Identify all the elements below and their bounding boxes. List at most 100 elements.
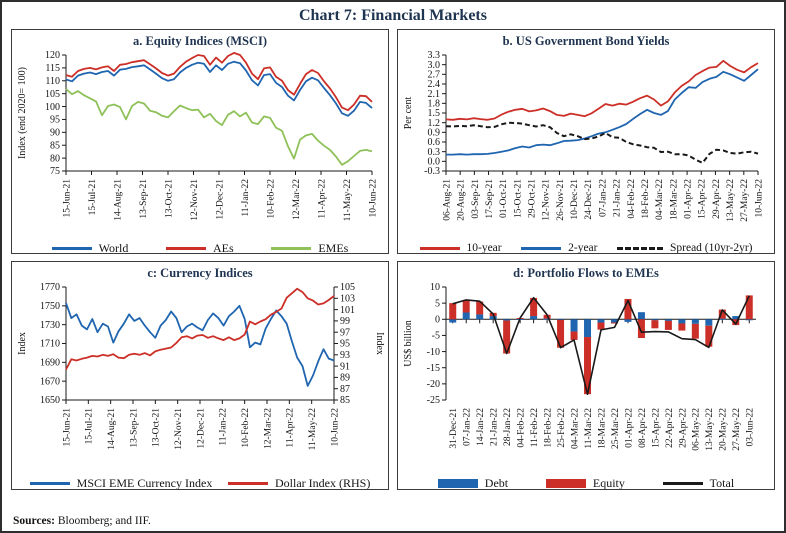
svg-text:18-Feb-22: 18-Feb-22 [543, 408, 553, 448]
panel-a-title: a. Equity Indices (MSCI) [132, 34, 268, 48]
svg-text:04-Mar-22: 04-Mar-22 [570, 408, 580, 449]
world-line-swatch [51, 246, 92, 250]
svg-text:-25: -25 [427, 395, 440, 406]
svg-text:0.6: 0.6 [428, 137, 441, 148]
bond-yields-chart: -0.30.00.30.60.91.21.51.82.12.42.73.03.3… [403, 50, 764, 222]
svg-text:Index (end 2020= 100): Index (end 2020= 100) [17, 67, 28, 159]
svg-text:1.8: 1.8 [428, 99, 441, 110]
svg-text:2.1: 2.1 [428, 89, 441, 100]
svg-text:03-Sep-21: 03-Sep-21 [471, 179, 481, 219]
spread-dash-swatch [617, 246, 663, 250]
svg-text:18-Feb-22: 18-Feb-22 [641, 179, 651, 219]
svg-text:-10: -10 [427, 347, 440, 358]
svg-text:12-Mar-22: 12-Mar-22 [292, 179, 302, 220]
svg-text:0.3: 0.3 [428, 147, 441, 158]
legend-item-dollar-index: Dollar Index (RHS) [228, 475, 371, 490]
svg-text:11-Apr-22: 11-Apr-22 [317, 179, 327, 219]
svg-text:15-Oct-21: 15-Oct-21 [513, 179, 523, 218]
panel-equity-indices: a. Equity Indices (MSCI) 75 80 85 90 95 100 10… [11, 29, 389, 254]
aes-legend-label: AEs [213, 240, 234, 254]
svg-text:1690: 1690 [40, 358, 60, 369]
svg-text:01-Oct-21: 01-Oct-21 [499, 179, 509, 218]
svg-text:12-Dec-21: 12-Dec-21 [196, 408, 206, 449]
svg-text:11-Apr-22: 11-Apr-22 [286, 408, 296, 448]
svg-text:06-May-22: 06-May-22 [692, 408, 702, 451]
svg-text:01-Apr-22: 01-Apr-22 [624, 408, 634, 448]
svg-text:-5: -5 [432, 331, 440, 342]
svg-text:1750: 1750 [40, 301, 60, 312]
svg-text:27-May-22: 27-May-22 [732, 408, 742, 451]
svg-text:08-Apr-22: 08-Apr-22 [638, 408, 648, 448]
svg-text:15-Apr-22: 15-Apr-22 [698, 179, 708, 219]
svg-text:105: 105 [45, 89, 60, 100]
sources-note: Sources: Bloomberg; and IIF. [11, 515, 775, 527]
svg-text:15-Jun-21: 15-Jun-21 [62, 179, 72, 218]
svg-text:12-Mar-22: 12-Mar-22 [263, 408, 273, 449]
panel-bond-yields: b. US Government Bond Yields -0.3 0.0 0.3 0… [397, 29, 775, 254]
svg-text:01-Apr-22: 01-Apr-22 [683, 179, 693, 219]
svg-text:110: 110 [45, 76, 60, 87]
svg-text:13-Sep-21: 13-Sep-21 [129, 408, 139, 448]
svg-text:95: 95 [50, 115, 60, 126]
svg-text:13-Oct-21: 13-Oct-21 [152, 408, 162, 447]
svg-text:20-May-22: 20-May-22 [719, 408, 729, 451]
legend-item-total: Total [662, 476, 734, 489]
svg-text:Index: Index [374, 332, 384, 355]
dollar-index-legend-label: Dollar Index (RHS) [275, 475, 371, 490]
svg-text:80: 80 [50, 153, 60, 164]
svg-text:29-Apr-22: 29-Apr-22 [712, 179, 722, 219]
equity-legend: World AEs EMEs [14, 238, 386, 254]
svg-text:1730: 1730 [40, 320, 60, 331]
svg-text:26-Nov-21: 26-Nov-21 [556, 179, 566, 221]
svg-text:15-Jun-21: 15-Jun-21 [62, 408, 72, 447]
svg-text:10-Feb-22: 10-Feb-22 [241, 408, 251, 448]
legend-item-equity: Equity [545, 475, 625, 490]
msci-eme-legend-label: MSCI EME Currency Index [76, 475, 213, 490]
currency-indices-chart: 1650 1670 1690 1710 1730 1750 1770 858789919395… [17, 282, 385, 450]
svg-text:75: 75 [50, 166, 60, 177]
total-line-swatch [662, 481, 703, 485]
legend-item-emes: EMEs [271, 240, 349, 254]
debt-legend-label: Debt [484, 475, 509, 490]
svg-text:13-Sep-21: 13-Sep-21 [139, 179, 149, 219]
svg-text:0: 0 [435, 314, 440, 325]
svg-text:03-Jun-22: 03-Jun-22 [746, 408, 756, 447]
svg-text:5: 5 [435, 298, 440, 309]
svg-text:14-Aug-21: 14-Aug-21 [113, 179, 123, 221]
svg-text:10-Jun-22: 10-Jun-22 [330, 408, 340, 447]
svg-text:11-Feb-22: 11-Feb-22 [530, 408, 540, 447]
svg-text:20-Aug-21: 20-Aug-21 [457, 179, 467, 221]
svg-text:25-Mar-22: 25-Mar-22 [611, 408, 621, 449]
svg-text:29-Apr-22: 29-Apr-22 [678, 408, 688, 448]
svg-text:93: 93 [340, 350, 350, 361]
svg-text:11-Jan-22: 11-Jan-22 [219, 408, 229, 446]
legend-item-spread: Spread (10yr-2yr) [617, 242, 752, 253]
legend-item-debt: Debt [437, 475, 509, 490]
svg-text:95: 95 [340, 339, 350, 350]
svg-text:2.7: 2.7 [428, 70, 441, 81]
panel-currency-indices: c: Currency Indices 1650 1670 1690 1710 1730… [11, 261, 389, 490]
svg-text:28-Jan-22: 28-Jan-22 [503, 408, 513, 446]
svg-text:0.0: 0.0 [428, 157, 441, 168]
svg-text:12-Dec-21: 12-Dec-21 [215, 179, 225, 220]
emes-legend-label: EMEs [318, 240, 349, 254]
two-year-legend-label: 2-year [568, 242, 598, 254]
equity-legend-label: Equity [592, 475, 625, 490]
world-legend-label: World [98, 240, 129, 254]
svg-text:1710: 1710 [40, 339, 60, 350]
panel-portfolio-flows: d: Portfolio Flows to EMEs -25 -20 -15 -10-… [397, 261, 775, 490]
svg-text:11-May-22: 11-May-22 [343, 179, 353, 222]
aes-line-swatch [166, 246, 207, 250]
msci-eme-line-swatch [29, 481, 70, 485]
figure-title: Chart 7: Financial Markets [299, 7, 487, 24]
svg-text:1650: 1650 [40, 395, 60, 406]
svg-text:14-Jan-22: 14-Jan-22 [476, 408, 486, 446]
legend-item-aes: AEs [166, 240, 234, 254]
portfolio-flows-chart: -25 -20 -15 -10 -5 0 5 10 31-Dec-21 07-Jan-22 14-J… [403, 282, 756, 451]
svg-text:29-Oct-21: 29-Oct-21 [527, 179, 537, 218]
svg-text:120: 120 [45, 50, 60, 61]
svg-text:1.5: 1.5 [428, 108, 441, 119]
svg-text:1.2: 1.2 [428, 118, 441, 129]
